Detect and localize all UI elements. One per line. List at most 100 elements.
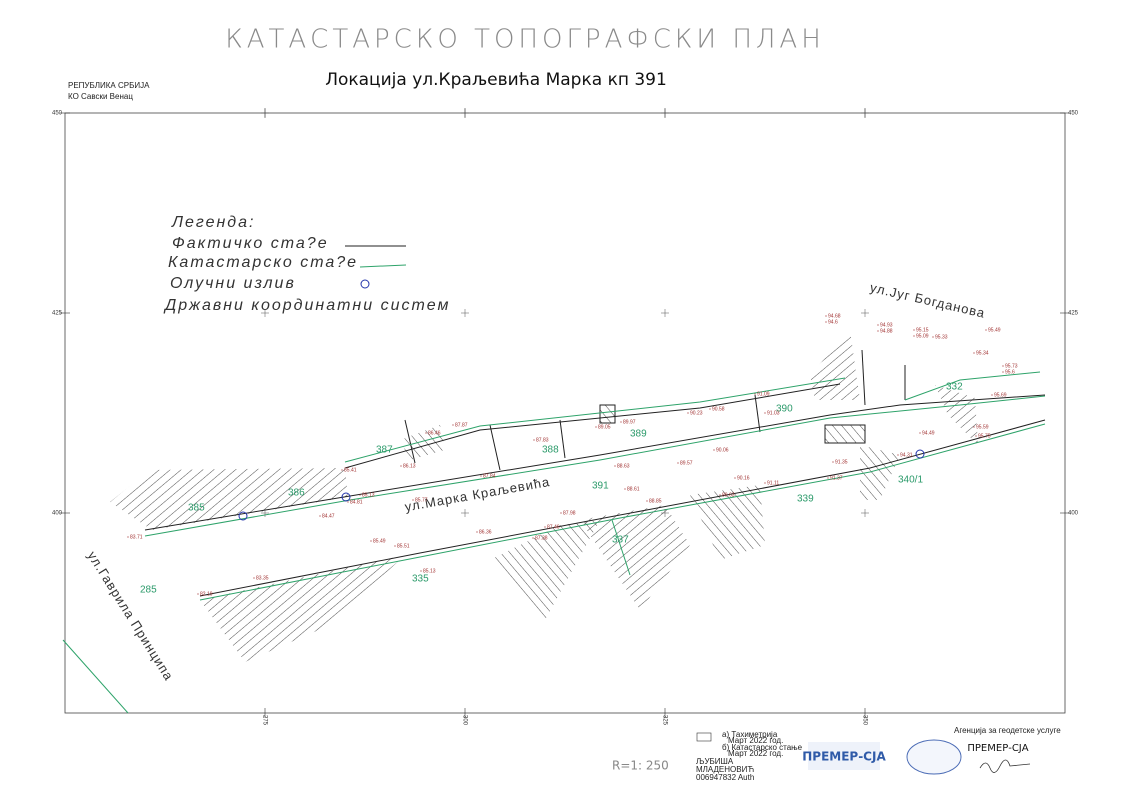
footer: а) Тахиметрија Март 2022 год. б) Катаста… — [612, 726, 1061, 782]
spot-point — [560, 512, 562, 514]
spot-height: 95.49 — [988, 327, 1001, 333]
spot-height: 95.75 — [978, 433, 991, 439]
spot-height: 91.09 — [757, 391, 770, 397]
spot-point — [919, 432, 921, 434]
spot-height: 89.57 — [680, 460, 693, 466]
spot-point — [827, 477, 829, 479]
parcel-number: 391 — [592, 481, 609, 492]
spot-height: 95.6 — [1005, 369, 1015, 375]
spot-height: 87.38 — [535, 535, 548, 541]
parcel-number: 285 — [140, 585, 157, 596]
spot-point — [734, 477, 736, 479]
spot-point — [991, 394, 993, 396]
grid-label: 400 — [52, 511, 63, 517]
spot-height: 89.63 — [722, 492, 735, 498]
spot-point — [975, 435, 977, 437]
spot-point — [197, 593, 199, 595]
spot-point — [394, 545, 396, 547]
spot-point — [932, 336, 934, 338]
spot-point — [400, 465, 402, 467]
spot-point — [709, 408, 711, 410]
spot-height: 90.58 — [712, 406, 725, 412]
footer-note: а) Тахиметрија — [722, 730, 778, 739]
spot-point — [341, 469, 343, 471]
spot-height: 90.23 — [690, 410, 703, 416]
hatched-areas — [110, 330, 978, 662]
spot-height: 85.13 — [362, 492, 375, 498]
parcel-number: 332 — [946, 382, 963, 393]
spot-height: 95.34 — [976, 350, 989, 356]
spot-point — [359, 494, 361, 496]
footer-note: Март 2022 год. — [728, 749, 783, 758]
spot-point — [832, 461, 834, 463]
spot-point — [897, 454, 899, 456]
spot-height: 94.31 — [900, 452, 913, 458]
legend-item: Олучни излив — [170, 275, 296, 292]
cadastral-lines — [62, 371, 1046, 714]
spot-height: 95.69 — [994, 392, 1007, 398]
footer-note: Март 2022 год. — [728, 736, 783, 745]
spot-height: 85.13 — [423, 568, 436, 574]
spot-height: 94.6 — [828, 319, 838, 325]
parcel-number: 339 — [797, 494, 814, 505]
spot-height: 86.36 — [479, 529, 492, 535]
spot-point — [719, 494, 721, 496]
spot-height: 82.19 — [200, 591, 213, 597]
spot-point — [973, 426, 975, 428]
grid-label: 300 — [461, 715, 467, 726]
spot-point — [624, 488, 626, 490]
spot-point — [620, 421, 622, 423]
spot-point — [595, 426, 597, 428]
spot-height: 88.63 — [617, 463, 630, 469]
license: 006947832 Auth — [696, 773, 754, 782]
map-frame — [64, 112, 1066, 714]
parcel-number: 390 — [776, 404, 793, 415]
legend: Легенда: Фактичко ста?е Катастарско ста?… — [163, 214, 448, 314]
spot-point — [253, 577, 255, 579]
spot-height: 84.47 — [322, 513, 335, 519]
spot-height: 94.88 — [880, 328, 893, 334]
grid-label: 350 — [861, 715, 867, 726]
spot-point — [913, 335, 915, 337]
spot-point — [544, 526, 546, 528]
spot-point — [420, 570, 422, 572]
municipality: КО Савски Венац — [68, 92, 133, 101]
spot-height: 83.35 — [256, 575, 269, 581]
parcel-number: 385 — [188, 503, 205, 514]
grid-label: 450 — [1068, 111, 1079, 117]
spot-point — [412, 499, 414, 501]
spot-point — [913, 329, 915, 331]
surveyor: ЉУБИША — [696, 757, 734, 766]
spot-point — [713, 449, 715, 451]
spot-point — [877, 324, 879, 326]
spot-height: 87.46 — [547, 524, 560, 530]
spot-point — [646, 500, 648, 502]
scale: R=1: 250 — [612, 759, 669, 773]
republic: РЕПУБЛИКА СРБИЈА — [68, 81, 150, 90]
spot-point — [370, 540, 372, 542]
spot-height: 95.09 — [916, 333, 929, 339]
spot-height: 94.49 — [922, 430, 935, 436]
spot-height: 87.98 — [563, 510, 576, 516]
actual-state-lines — [144, 349, 1046, 597]
spot-point — [1002, 365, 1004, 367]
spot-height: 90.16 — [737, 475, 750, 481]
spot-height: 87.87 — [455, 422, 468, 428]
agency: Агенција за геодетске услуге — [954, 726, 1061, 735]
footer-note: б) Катастарско стање — [722, 743, 803, 752]
spot-height: 91.37 — [830, 475, 843, 481]
spot-height: 86.13 — [403, 463, 416, 469]
subtitle: Локација ул.Краљевића Марка кп 391 — [325, 70, 667, 90]
spot-height: 94.68 — [828, 313, 841, 319]
parcel-number: 386 — [288, 488, 305, 499]
spot-height: 91.35 — [835, 459, 848, 465]
spot-point — [614, 465, 616, 467]
stamp: ПРЕМЕР-СЈА — [802, 750, 886, 764]
spot-point — [687, 412, 689, 414]
spot-point — [533, 439, 535, 441]
spot-point — [825, 321, 827, 323]
street-name: ул.Југ Богданова — [869, 280, 987, 321]
parcel-number: 340/1 — [898, 475, 923, 486]
